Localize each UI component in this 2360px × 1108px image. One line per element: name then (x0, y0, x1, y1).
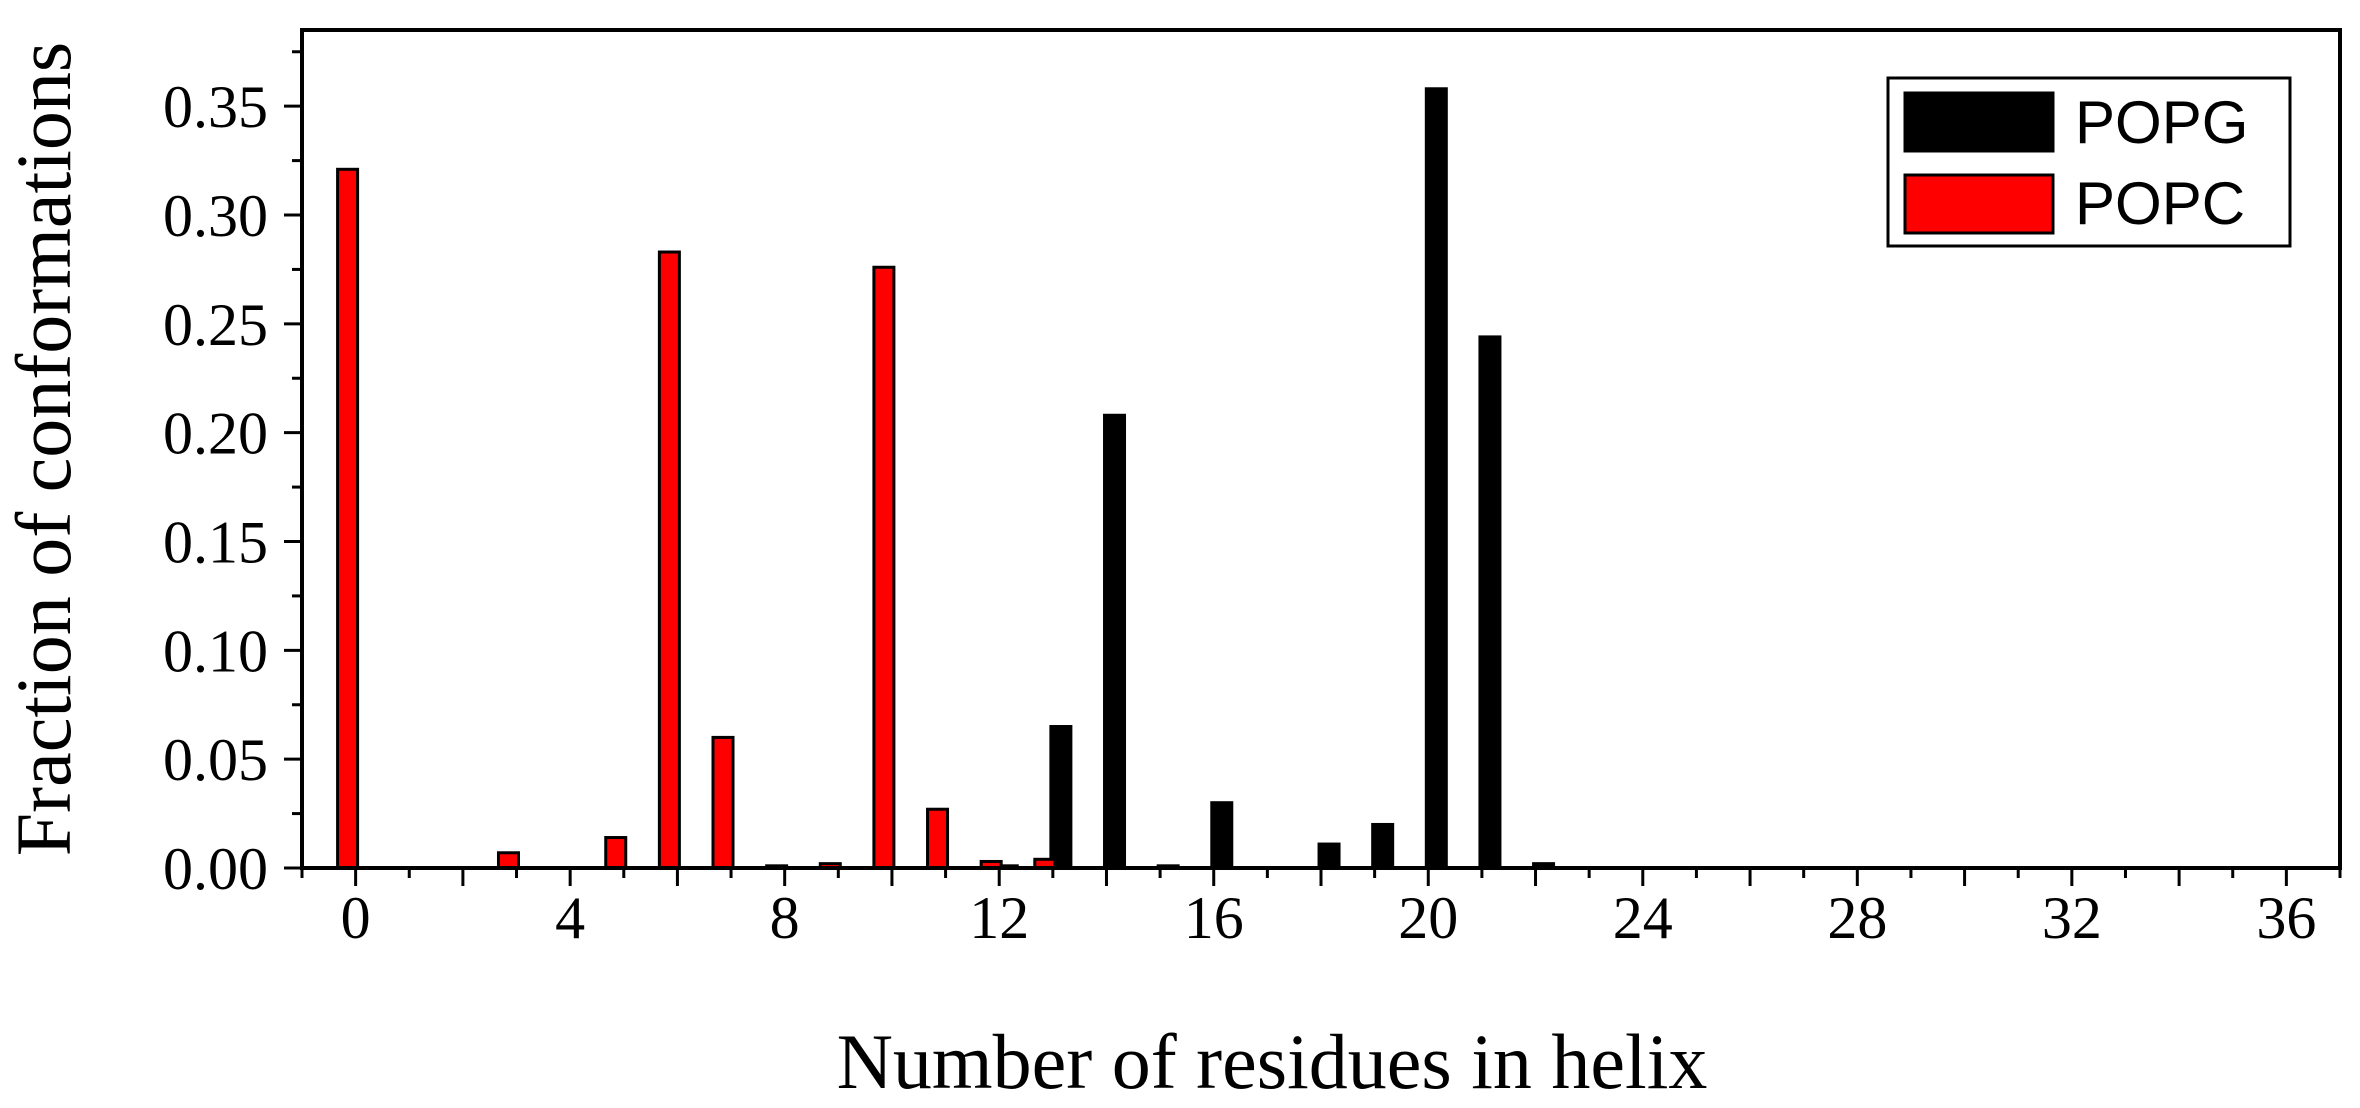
legend-label-popc: POPC (2075, 170, 2245, 237)
x-tick-label: 8 (770, 885, 800, 951)
legend-swatch-popg (1903, 91, 2055, 153)
legend-label-popg: POPG (2075, 89, 2248, 156)
y-tick-label: 0.30 (163, 183, 268, 249)
x-tick-label: 24 (1613, 885, 1673, 951)
bar-popg-21 (1478, 335, 1502, 870)
y-tick-label: 0.20 (163, 401, 268, 467)
x-tick-label: 0 (341, 885, 371, 951)
bars-layer (336, 87, 1556, 870)
bar-popc-3 (496, 851, 520, 870)
x-tick-label: 12 (969, 885, 1029, 951)
bar-popg-19 (1371, 822, 1395, 870)
x-tick-label: 20 (1398, 885, 1458, 951)
y-tick-label: 0.05 (163, 727, 268, 793)
y-tick-label: 0.00 (163, 836, 268, 902)
x-axis: 0 4 8 12 16 20 24 28 32 36 (300, 868, 2342, 951)
x-tick-label: 28 (1827, 885, 1887, 951)
y-tick-label: 0.25 (163, 292, 268, 358)
bar-popg-13 (1049, 725, 1073, 870)
bar-popc-7 (711, 735, 735, 870)
legend: POPG POPC (1886, 76, 2292, 248)
bar-popc-5 (604, 836, 628, 870)
y-tick-label: 0.35 (163, 74, 268, 140)
x-tick-label: 36 (2256, 885, 2316, 951)
y-tick-label: 0.15 (163, 510, 268, 576)
x-tick-label: 16 (1184, 885, 1244, 951)
bar-popg-14 (1103, 413, 1127, 870)
legend-swatch-popc (1903, 173, 2055, 235)
bar-popc-6 (657, 250, 681, 870)
bar-popc-11 (926, 807, 950, 870)
bar-popc-10 (872, 265, 896, 870)
x-tick-label: 4 (555, 885, 585, 951)
y-axis: 0.00 0.05 0.10 0.15 0.20 0.25 0.30 0.35 (163, 50, 302, 902)
bar-popc-0 (336, 167, 360, 870)
bar-popg-20 (1424, 87, 1448, 870)
x-tick-label: 32 (2042, 885, 2102, 951)
bar-popg-18 (1317, 842, 1341, 870)
y-tick-label: 0.10 (163, 618, 268, 684)
x-axis-title: Number of residues in helix (837, 1018, 1708, 1105)
bar-popg-16 (1210, 801, 1234, 870)
y-axis-title: Fraction of conformations (0, 42, 87, 856)
